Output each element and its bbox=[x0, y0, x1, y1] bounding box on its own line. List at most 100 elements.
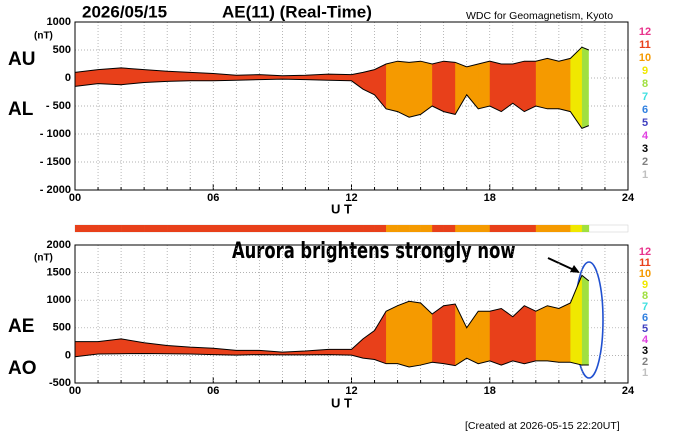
x-tick-label: 00 bbox=[69, 385, 81, 397]
strip-segment bbox=[512, 225, 525, 232]
y-tick-label: - 2000 bbox=[40, 184, 71, 196]
strip-segment bbox=[432, 225, 444, 232]
x-axis-label: U T bbox=[331, 395, 352, 410]
y-tick-label: - 1000 bbox=[40, 128, 71, 140]
y-tick-label: 1000 bbox=[47, 16, 71, 28]
station-segment bbox=[581, 47, 589, 129]
strip-segment bbox=[374, 225, 387, 232]
legend-label: 3 bbox=[642, 345, 648, 357]
station-segment bbox=[570, 275, 583, 367]
strip-segment bbox=[121, 225, 145, 232]
strip-segment bbox=[236, 225, 260, 232]
x-tick-label: 06 bbox=[207, 385, 219, 397]
station-segment bbox=[443, 47, 456, 129]
station-segment bbox=[386, 47, 399, 129]
strip-segment bbox=[501, 225, 514, 232]
annotation: Aurora brightens strongly now bbox=[232, 238, 516, 264]
strip-segment bbox=[98, 225, 122, 232]
series-name: AU bbox=[8, 49, 35, 70]
legend-label: 12 bbox=[639, 246, 651, 258]
legend-label: 11 bbox=[639, 39, 651, 51]
x-tick-label: 12 bbox=[345, 192, 357, 204]
legend-label: 3 bbox=[642, 143, 648, 155]
station-segment bbox=[558, 47, 571, 129]
x-tick-label: 18 bbox=[484, 192, 496, 204]
series-name: AE bbox=[8, 316, 34, 337]
source: WDC for Geomagnetism, Kyoto bbox=[466, 10, 613, 22]
series-line bbox=[75, 274, 590, 353]
legend-label: 8 bbox=[642, 290, 648, 302]
legend-label: 4 bbox=[642, 334, 649, 346]
y-unit: (nT) bbox=[34, 31, 53, 42]
legend-label: 10 bbox=[639, 52, 651, 64]
strip-segment bbox=[144, 225, 168, 232]
strip-segment bbox=[363, 225, 375, 232]
strip-segment bbox=[420, 225, 433, 232]
strip-segment bbox=[397, 225, 410, 232]
strip-segment bbox=[547, 225, 560, 232]
station-segment bbox=[547, 47, 560, 129]
x-tick-label: 06 bbox=[207, 192, 219, 204]
x-tick-label: 00 bbox=[69, 192, 81, 204]
series-line bbox=[74, 352, 589, 368]
strip-segment bbox=[190, 225, 214, 232]
y-tick-label: 500 bbox=[53, 322, 71, 334]
plot-frame bbox=[74, 21, 629, 191]
y-tick-label: 500 bbox=[53, 44, 71, 56]
strip-segment bbox=[213, 225, 237, 232]
station-segment bbox=[409, 47, 422, 129]
arrow-head bbox=[570, 265, 580, 273]
x-tick-label: 18 bbox=[484, 385, 496, 397]
strip-segment bbox=[167, 225, 191, 232]
legend-label: 9 bbox=[642, 279, 648, 291]
y-tick-label: - 1500 bbox=[40, 156, 71, 168]
chart-title: 2026/05/15 bbox=[82, 2, 167, 21]
plot-frame bbox=[74, 244, 629, 384]
strip-segment bbox=[524, 225, 537, 232]
annotation-arrow bbox=[547, 257, 575, 271]
series-name: AO bbox=[8, 358, 37, 379]
legend-label: 7 bbox=[642, 301, 648, 313]
y-tick-label: 0 bbox=[65, 72, 71, 84]
legend-label: 9 bbox=[642, 65, 648, 77]
legend-label: 1 bbox=[642, 169, 648, 181]
strip-segment bbox=[535, 225, 548, 232]
strip-segment bbox=[558, 225, 571, 232]
station-segment bbox=[581, 275, 589, 367]
strip-segment bbox=[478, 225, 491, 232]
y-tick-label: 1500 bbox=[47, 267, 71, 279]
strip-segment bbox=[75, 225, 99, 232]
created-note: [Created at 2026-05-15 22:20UT] bbox=[465, 420, 620, 432]
strip-segment bbox=[259, 225, 283, 232]
chart-subtitle: AE(11) (Real-Time) bbox=[222, 2, 372, 21]
legend-label: 2 bbox=[642, 156, 648, 168]
x-tick-label: 24 bbox=[622, 192, 635, 204]
legend-label: 11 bbox=[639, 257, 651, 269]
strip-segment bbox=[351, 225, 364, 232]
y-tick-label: -500 bbox=[49, 377, 71, 389]
strip-segment bbox=[386, 225, 398, 232]
legend-label: 1 bbox=[642, 367, 648, 379]
legend-label: 7 bbox=[642, 91, 648, 103]
strip-segment bbox=[581, 225, 590, 232]
strip-segment bbox=[466, 225, 479, 232]
y-tick-label: 1000 bbox=[47, 294, 71, 306]
legend-label: 5 bbox=[642, 117, 648, 129]
x-axis-label: U T bbox=[331, 201, 352, 216]
strip-segment bbox=[443, 225, 456, 232]
y-tick-label: - 500 bbox=[46, 100, 71, 112]
station-segment bbox=[397, 47, 410, 129]
station-segment bbox=[570, 47, 583, 129]
series-line bbox=[74, 78, 590, 130]
strip-segment bbox=[489, 225, 502, 232]
legend-label: 6 bbox=[642, 312, 648, 324]
strip-segment bbox=[282, 225, 306, 232]
legend-label: 5 bbox=[642, 323, 648, 335]
x-tick-label: 12 bbox=[345, 385, 357, 397]
x-tick-label: 24 bbox=[622, 385, 635, 397]
strip-segment bbox=[455, 225, 468, 232]
series-line bbox=[74, 46, 590, 77]
y-unit: (nT) bbox=[34, 253, 53, 264]
legend-label: 6 bbox=[642, 104, 648, 116]
